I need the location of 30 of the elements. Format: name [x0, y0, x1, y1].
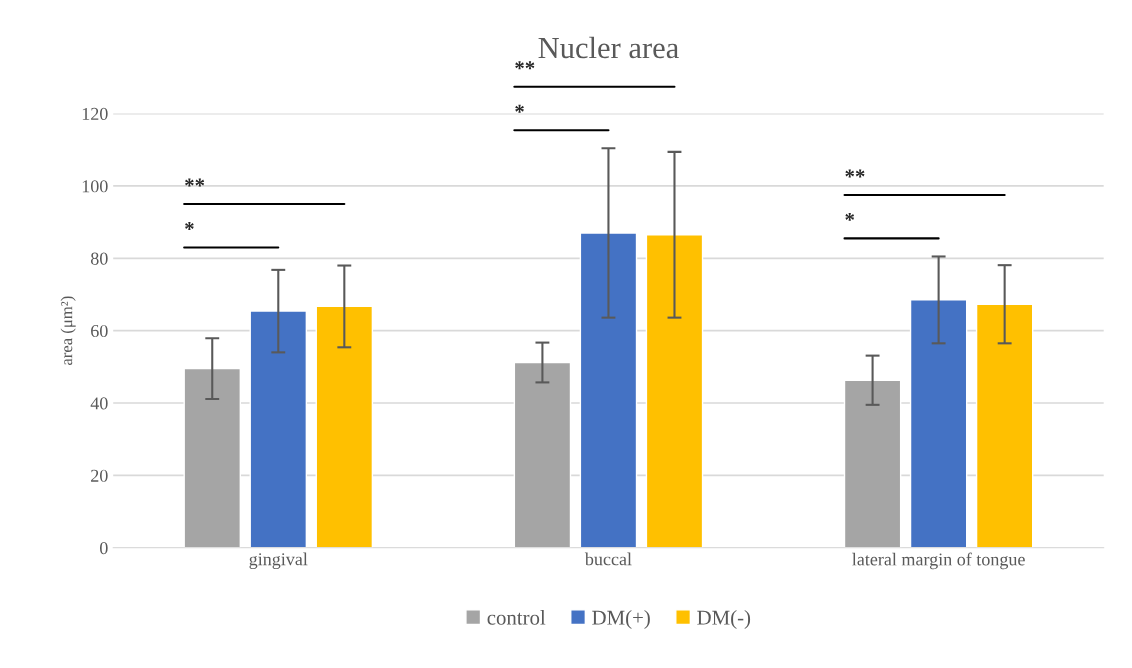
y-tick-label: 0 — [100, 542, 108, 555]
y-tick-label: 40 — [90, 397, 108, 410]
x-tick-label: gingival — [249, 552, 308, 570]
bar — [843, 379, 902, 548]
bar — [909, 299, 968, 548]
annotation: ** — [845, 169, 865, 178]
chart-title: Nucler area — [538, 36, 679, 59]
x-tick-label: lateral margin of tongue — [852, 552, 1025, 570]
bar — [975, 303, 1034, 548]
y-tick-label: 120 — [82, 107, 108, 120]
y-tick-label: 100 — [82, 180, 108, 193]
text: * — [515, 104, 524, 113]
bar — [645, 234, 704, 548]
legend-label: DM(+) — [592, 610, 650, 629]
y-axis-title: area (μm²) — [60, 296, 76, 366]
legend-label: control — [487, 610, 546, 625]
bar — [183, 367, 242, 548]
bar — [249, 310, 308, 548]
y-tick-label: 80 — [90, 252, 108, 265]
y-tick-label: 20 — [91, 469, 108, 482]
bar — [579, 232, 638, 548]
y-tick-label: 60 — [91, 324, 108, 338]
bar — [513, 361, 572, 548]
x-tick-label: buccal — [584, 552, 632, 566]
legend-label: DM(-) — [697, 610, 751, 629]
text: ** — [515, 61, 535, 70]
bar — [315, 305, 374, 548]
annotation: ** — [185, 178, 205, 187]
annotation: * — [185, 222, 194, 230]
annotation: * — [845, 212, 855, 221]
